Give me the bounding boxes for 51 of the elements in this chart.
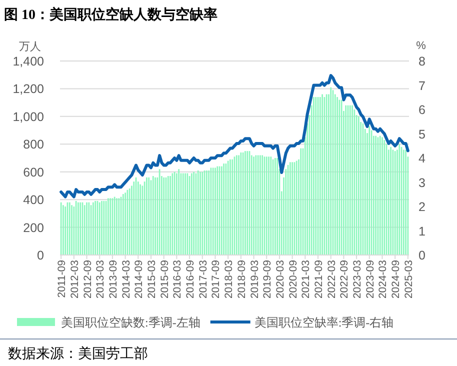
y-tick-label: 0	[37, 248, 44, 262]
x-tick-label: 2014-03	[120, 260, 132, 299]
legend-label: 美国职位空缺数:季调-左轴	[61, 316, 200, 330]
x-tick-label: 2012-09	[82, 260, 94, 299]
y2-tick-label: 5	[418, 127, 426, 142]
x-tick-label: 2018-09	[236, 260, 248, 299]
chart-title: 图 10：美国职位空缺人数与空缺率	[4, 6, 218, 23]
x-tick-label: 2013-09	[107, 260, 120, 299]
source-note: 数据来源：美国劳工部	[8, 346, 148, 362]
x-tick-label: 2022-03	[326, 260, 338, 299]
legend-label: 美国职位空缺率:季调-右轴	[254, 316, 394, 330]
y2-tick-label: 8	[418, 54, 426, 68]
y-tick-label: 800	[23, 138, 44, 152]
y2-tick-label: 2	[418, 200, 426, 214]
y-axis-title: 万人	[19, 41, 41, 53]
x-tick-label: 2020-03	[274, 260, 286, 299]
y-tick-label: 1,000	[12, 110, 44, 124]
x-tick-label: 2018-03	[223, 260, 236, 299]
y2-tick-label: 3	[418, 176, 426, 190]
y-tick-label: 200	[23, 220, 44, 235]
x-tick-label: 2019-09	[262, 260, 274, 299]
x-tick-label: 2013-03	[94, 260, 107, 299]
y-tick-label: 1,200	[12, 82, 44, 96]
x-tick-label: 2017-03	[197, 260, 210, 299]
x-tick-label: 2012-03	[68, 260, 81, 299]
x-tick-label: 2017-09	[210, 260, 222, 299]
x-tick-label: 2023-09	[364, 260, 376, 299]
x-tick-label: 2019-03	[248, 260, 261, 299]
x-tick-label: 2011-09	[56, 260, 68, 298]
x-tick-label: 2021-03	[300, 260, 312, 299]
y2-tick-label: 1	[418, 224, 426, 238]
x-tick-label: 2021-09	[313, 260, 326, 299]
y2-tick-label: 7	[418, 78, 426, 93]
x-tick-label: 2022-09	[338, 260, 351, 299]
x-tick-label: 2025-03	[402, 260, 415, 299]
y-tick-label: 1,400	[12, 54, 44, 68]
x-tick-label: 2020-09	[287, 260, 300, 299]
x-tick-label: 2016-03	[172, 260, 184, 299]
y2-tick-label: 0	[418, 248, 426, 262]
y-tick-label: 400	[23, 193, 44, 208]
x-tick-label: 2024-09	[390, 260, 402, 299]
x-tick-label: 2016-09	[184, 260, 197, 299]
y2-axis-title: %	[416, 40, 426, 52]
x-tick-label: 2015-09	[158, 260, 171, 299]
y2-tick-label: 4	[418, 152, 426, 166]
x-tick-label: 2015-03	[146, 260, 158, 299]
y2-tick-label: 6	[418, 103, 426, 117]
y-tick-label: 600	[23, 165, 44, 180]
x-tick-label: 2014-09	[133, 260, 146, 299]
x-tick-label: 2024-03	[377, 260, 390, 299]
x-tick-label: 2023-03	[352, 260, 364, 299]
